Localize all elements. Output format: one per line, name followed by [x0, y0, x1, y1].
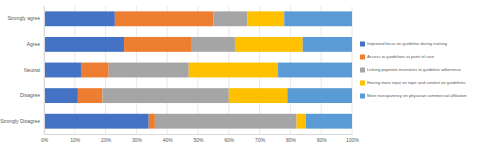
legend-label: Linking payment incentives to guideline …: [367, 67, 461, 72]
tick: 50%: [193, 134, 204, 143]
bar-segment: [213, 11, 247, 26]
series: [103, 11, 297, 128]
tick: Disagree: [20, 92, 44, 98]
grid: [44, 6, 352, 134]
tick: 80%: [286, 134, 297, 143]
bar-segment: [247, 11, 284, 26]
tick-label: Strongly agree: [7, 15, 40, 21]
tick-label: 10%: [70, 137, 81, 143]
tick-label: 20%: [101, 137, 112, 143]
bars: [44, 11, 352, 128]
tick: 10%: [70, 134, 81, 143]
bar-segment: [109, 63, 189, 78]
legend-swatch: [360, 55, 365, 60]
tick: Strongly agree: [7, 15, 44, 21]
tick-label: 40%: [163, 137, 174, 143]
series: [278, 11, 352, 128]
legend-item: Having more input on topic and content o…: [360, 80, 466, 85]
tick: 40%: [163, 134, 174, 143]
legend-item: Linking payment incentives to guideline …: [360, 67, 461, 72]
axis-line: [45, 134, 353, 135]
legend-label: More transparency on physician commercia…: [367, 93, 467, 98]
grid-line: [44, 6, 45, 134]
bar-segment: [124, 37, 192, 52]
tick: Strongly Disagree: [0, 118, 44, 124]
bar-segment: [115, 11, 214, 26]
tick-label: 30%: [132, 137, 143, 143]
tick: 100%: [346, 134, 359, 143]
bar-segment: [284, 11, 352, 26]
plot: 0% 10% 20% 30% 40% 50% 60% 70% 80% 90% 100% Strongl…: [0, 6, 359, 143]
tick: Agree: [27, 41, 44, 47]
legend-swatch: [360, 42, 365, 47]
bar-segment: [155, 114, 297, 129]
tick: Neutral: [24, 67, 44, 73]
bar-segment: [44, 63, 81, 78]
legend-item: More transparency on physician commercia…: [360, 93, 467, 98]
legend-label: Improved focus on guideline during train…: [367, 41, 448, 46]
bar-segment: [306, 114, 352, 129]
legend: Improved focus on guideline during train…: [360, 41, 467, 98]
bar-segment: [192, 37, 235, 52]
tick-label: Disagree: [20, 92, 40, 98]
x-axis: 0% 10% 20% 30% 40% 50% 60% 70% 80% 90% 100%: [41, 134, 360, 143]
chart: 0% 10% 20% 30% 40% 50% 60% 70% 80% 90% 100% Strongl…: [0, 0, 500, 152]
tick-label: 0%: [41, 137, 49, 143]
legend-label: Having more input on topic and content o…: [367, 80, 466, 85]
bar-segment: [149, 114, 155, 129]
bar-segment: [44, 114, 149, 129]
tick-label: 80%: [286, 137, 297, 143]
bar-segment: [297, 114, 306, 129]
tick: 20%: [101, 134, 112, 143]
tick: 0%: [41, 134, 49, 143]
bar-segment: [103, 88, 229, 103]
bar-segment: [78, 88, 103, 103]
bar-segment: [44, 11, 115, 26]
bar-segment: [189, 63, 278, 78]
legend-swatch: [360, 68, 365, 73]
tick-label: Neutral: [24, 67, 40, 73]
legend-label: Access to guidelines at point of care: [367, 54, 435, 59]
bar-segment: [229, 88, 288, 103]
bar-segment: [235, 37, 303, 52]
tick-label: 70%: [255, 137, 266, 143]
legend-item: Improved focus on guideline during train…: [360, 41, 448, 46]
y-axis: Strongly agree Agree Neutral Disagree Strong…: [0, 7, 44, 135]
legend-swatch: [360, 81, 365, 86]
bar-segment: [303, 37, 352, 52]
tick: 30%: [132, 134, 143, 143]
axis-line: [44, 7, 45, 135]
tick-label: 60%: [224, 137, 235, 143]
bar-segment: [287, 88, 352, 103]
bar-segment: [278, 63, 352, 78]
tick: 90%: [317, 134, 328, 143]
tick-label: 50%: [193, 137, 204, 143]
bar-segment: [44, 37, 124, 52]
bar-segment: [81, 63, 109, 78]
tick: 60%: [224, 134, 235, 143]
legend-swatch: [360, 94, 365, 99]
tick-label: Agree: [27, 41, 41, 47]
bar-segment: [44, 88, 78, 103]
legend-item: Access to guidelines at point of care: [360, 54, 435, 59]
tick-label: Strongly Disagree: [0, 118, 40, 124]
tick-label: 90%: [317, 137, 328, 143]
tick: 70%: [255, 134, 266, 143]
tick-label: 100%: [346, 137, 359, 143]
